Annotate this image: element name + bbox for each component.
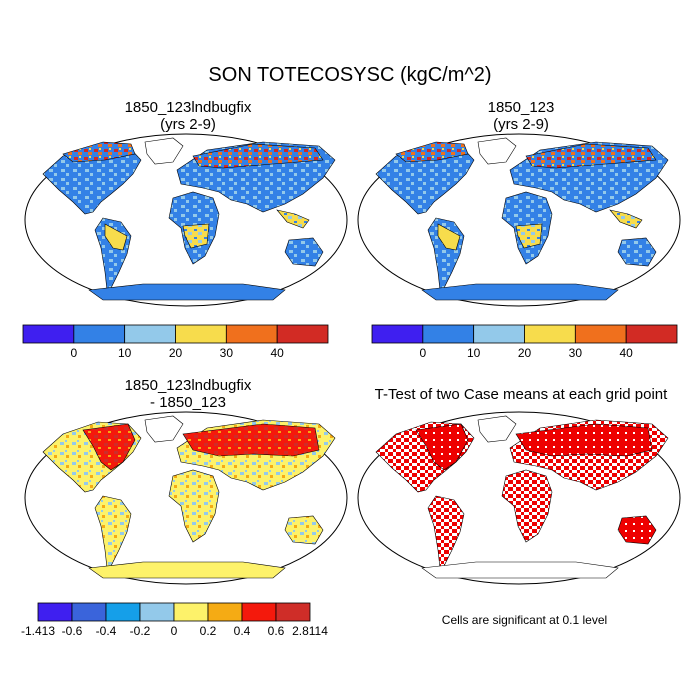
colorbar-tick-label: 2.8114 xyxy=(292,624,328,638)
figure-title: SON TOTECOSYSC (kgC/m^2) xyxy=(208,64,492,86)
colorbar-tick-label: 0 xyxy=(170,624,178,638)
panel-title-difference-line1: 1850_123lndbugfix xyxy=(124,377,252,394)
colorbar-difference xyxy=(37,602,311,622)
map-panel-ttest xyxy=(357,411,681,585)
panel-title-difference-line2: - 1850_123 xyxy=(150,394,226,411)
colorbar-tick-label: 0.6 xyxy=(267,624,285,638)
colorbar-case-labels: 0 10 20 30 40 xyxy=(23,346,328,362)
colorbar-swatch xyxy=(276,324,329,344)
colorbar-tick-label: 0 xyxy=(70,346,78,360)
colorbar-tick-label: 0 xyxy=(419,346,427,360)
colorbar-swatch xyxy=(524,324,576,344)
colorbar-tick-label: -0.4 xyxy=(95,624,117,638)
colorbar-tick-label: -1.413 xyxy=(20,624,56,638)
colorbar-swatch xyxy=(37,602,73,622)
colorbar-swatch xyxy=(139,602,175,622)
colorbar-swatch xyxy=(625,324,678,344)
continents-difference xyxy=(42,415,336,579)
colorbar-tick-label: 0.4 xyxy=(233,624,251,638)
map-panel-control xyxy=(357,133,681,307)
colorbar-swatch xyxy=(175,324,227,344)
panel-title-ttest: T-Test of two Case means at each grid po… xyxy=(346,386,696,403)
colorbar-tick-label: 20 xyxy=(517,346,532,360)
colorbar-swatch xyxy=(173,602,209,622)
continents-ttest xyxy=(375,415,669,579)
colorbar-swatch xyxy=(574,324,627,344)
significance-note: Cells are significant at 0.1 level xyxy=(441,613,608,627)
map-panel-case xyxy=(24,133,348,307)
colorbar-swatch xyxy=(275,602,311,622)
colorbar-tick-label: -0.2 xyxy=(129,624,151,638)
colorbar-tick-label: 30 xyxy=(568,346,583,360)
colorbar-swatch xyxy=(124,324,176,344)
colorbar-tick-label: 20 xyxy=(168,346,183,360)
colorbar-tick-label: 10 xyxy=(466,346,481,360)
colorbar-swatch xyxy=(22,324,75,344)
colorbar-control xyxy=(371,324,678,344)
panel-title-case-line2: (yrs 2-9) xyxy=(160,116,216,133)
colorbar-difference-labels: -1.413 -0.6 -0.4 -0.2 0 0.2 0.4 0.6 2.8114 xyxy=(21,624,328,640)
panel-title-control: 1850_123 (yrs 2-9) xyxy=(371,99,671,133)
colorbar-control-labels: 0 10 20 30 40 xyxy=(372,346,677,362)
colorbar-swatch xyxy=(422,324,475,344)
panel-title-case: 1850_123lndbugfix (yrs 2-9) xyxy=(38,99,338,133)
colorbar-swatch xyxy=(225,324,278,344)
colorbar-swatch xyxy=(371,324,424,344)
panel-title-control-line1: 1850_123 xyxy=(487,99,555,116)
panel-title-ttest-line1: T-Test of two Case means at each grid po… xyxy=(374,386,668,403)
colorbar-swatch xyxy=(73,324,126,344)
colorbar-tick-label: 0.2 xyxy=(199,624,217,638)
colorbar-swatch xyxy=(207,602,243,622)
colorbar-swatch xyxy=(105,602,141,622)
colorbar-tick-label: 40 xyxy=(619,346,633,360)
colorbar-case xyxy=(22,324,329,344)
colorbar-swatch xyxy=(241,602,277,622)
continents-control xyxy=(375,137,669,301)
colorbar-tick-label: 30 xyxy=(219,346,234,360)
panel-title-difference: 1850_123lndbugfix - 1850_123 xyxy=(38,377,338,411)
colorbar-tick-label: 40 xyxy=(270,346,284,360)
colorbar-tick-label: 10 xyxy=(117,346,132,360)
panel-title-case-line1: 1850_123lndbugfix xyxy=(124,99,252,116)
map-panel-difference xyxy=(24,411,348,585)
continents-case xyxy=(42,137,336,301)
colorbar-swatch xyxy=(71,602,107,622)
colorbar-tick-label: -0.6 xyxy=(61,624,83,638)
colorbar-swatch xyxy=(473,324,525,344)
panel-title-control-line2: (yrs 2-9) xyxy=(493,116,549,133)
